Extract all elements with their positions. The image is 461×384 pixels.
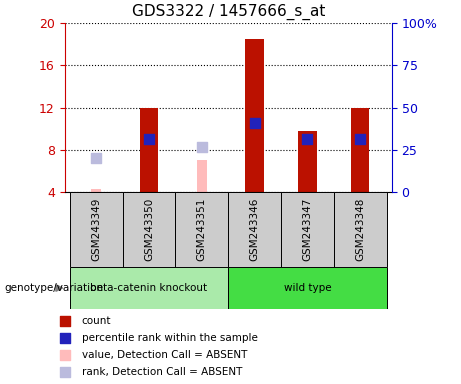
- Text: genotype/variation: genotype/variation: [5, 283, 104, 293]
- Point: [62, 369, 69, 375]
- Text: beta-catenin knockout: beta-catenin knockout: [90, 283, 207, 293]
- Bar: [334, 192, 387, 267]
- Bar: [175, 192, 228, 267]
- Bar: [245, 39, 264, 192]
- Bar: [228, 267, 387, 309]
- Bar: [351, 108, 369, 192]
- Point: [304, 136, 311, 142]
- Bar: [197, 161, 207, 192]
- Point: [62, 335, 69, 341]
- Text: wild type: wild type: [284, 283, 331, 293]
- Text: rank, Detection Call = ABSENT: rank, Detection Call = ABSENT: [82, 367, 242, 377]
- Bar: [298, 131, 317, 192]
- Point: [62, 318, 69, 324]
- Bar: [281, 192, 334, 267]
- Bar: [91, 189, 101, 192]
- Point: [251, 120, 258, 126]
- Title: GDS3322 / 1457666_s_at: GDS3322 / 1457666_s_at: [131, 4, 325, 20]
- Point: [356, 136, 364, 142]
- Bar: [70, 267, 228, 309]
- Point: [198, 144, 206, 150]
- Text: value, Detection Call = ABSENT: value, Detection Call = ABSENT: [82, 350, 247, 360]
- Text: GSM243346: GSM243346: [249, 198, 260, 261]
- Text: count: count: [82, 316, 111, 326]
- Bar: [228, 192, 281, 267]
- Bar: [70, 192, 123, 267]
- Text: percentile rank within the sample: percentile rank within the sample: [82, 333, 258, 343]
- Point: [145, 136, 153, 142]
- Point: [62, 352, 69, 358]
- Text: GSM243348: GSM243348: [355, 198, 365, 261]
- Bar: [123, 192, 175, 267]
- Text: GSM243350: GSM243350: [144, 198, 154, 261]
- Bar: [140, 108, 158, 192]
- Point: [93, 155, 100, 161]
- Text: GSM243349: GSM243349: [91, 198, 101, 261]
- Text: GSM243351: GSM243351: [197, 198, 207, 261]
- Text: GSM243347: GSM243347: [302, 198, 313, 261]
